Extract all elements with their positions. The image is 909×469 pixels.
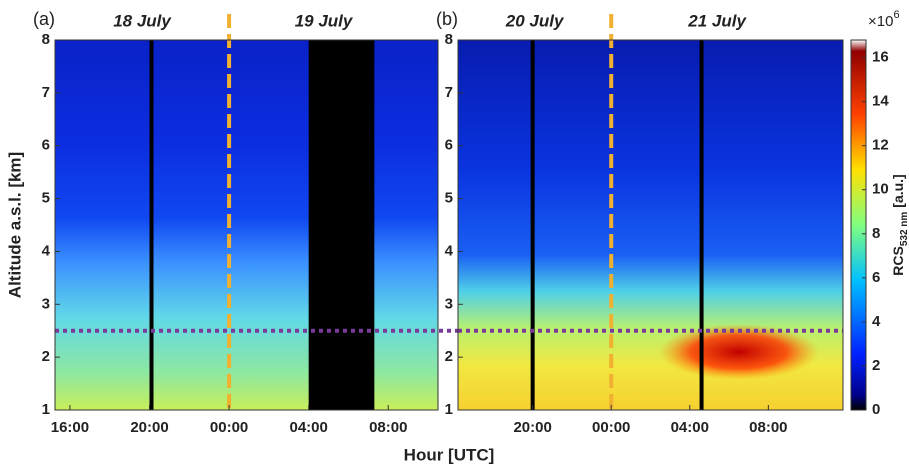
x-tick-label: 04:00 — [671, 419, 709, 436]
panel-label: (b) — [436, 9, 458, 29]
y-tick-label: 6 — [445, 137, 453, 154]
x-tick-label: 20:00 — [130, 419, 168, 436]
colorbar-tick-label: 8 — [872, 225, 880, 242]
colorbar-tick-label: 14 — [872, 93, 889, 110]
y-tick-label: 2 — [42, 348, 50, 365]
day-label: 18 July — [113, 11, 172, 30]
x-tick-label: 08:00 — [369, 419, 407, 436]
y-tick-label: 8 — [42, 31, 50, 48]
x-tick-label: 08:00 — [749, 419, 787, 436]
x-tick-label: 20:00 — [513, 419, 551, 436]
colorbar-tick-label: 2 — [872, 357, 880, 374]
label-sub: 532 nm — [899, 212, 909, 247]
multiplier-exponent: 6 — [893, 9, 899, 21]
y-tick-label: 7 — [42, 84, 50, 101]
plot-frame — [54, 39, 439, 411]
x-tick-label: 00:00 — [210, 419, 248, 436]
colorbar-tick-label: 6 — [872, 269, 880, 286]
day-label: 21 July — [687, 11, 747, 30]
y-tick-label: 3 — [445, 295, 453, 312]
heatmap-field — [55, 40, 438, 410]
colorbar-tick-label: 4 — [872, 313, 881, 330]
label-main: RCS — [890, 246, 906, 276]
y-tick-label: 7 — [445, 84, 453, 101]
panel-label: (a) — [33, 9, 55, 29]
blackout — [308, 40, 375, 410]
x-tick-label: 16:00 — [51, 419, 89, 436]
day-label: 20 July — [505, 11, 565, 30]
y-tick-label: 5 — [445, 190, 453, 207]
colorbar-label: RCS532 nm [a.u.] — [890, 174, 909, 275]
y-tick-label: 3 — [42, 295, 50, 312]
y-tick-label: 1 — [445, 401, 453, 418]
x-tick-label: 00:00 — [592, 419, 630, 436]
y-axis-label: Altitude a.s.l. [km] — [5, 152, 24, 298]
colorbar — [850, 39, 867, 411]
colorbar-multiplier: ×106 — [868, 9, 900, 30]
y-tick-label: 5 — [42, 190, 50, 207]
heatmap-field — [658, 323, 819, 380]
colorbar-tick-label: 16 — [872, 49, 889, 66]
y-tick-label: 6 — [42, 137, 50, 154]
colorbar-tick-label: 12 — [872, 137, 889, 154]
multiplier-base: ×10 — [868, 13, 893, 30]
y-tick-label: 1 — [42, 401, 50, 418]
y-tick-label: 8 — [445, 31, 453, 48]
y-tick-label: 4 — [42, 242, 51, 259]
colorbar-tick-label: 10 — [872, 181, 889, 198]
plot-frame — [457, 39, 844, 411]
day-label: 19 July — [295, 11, 354, 30]
y-tick-label: 2 — [445, 348, 453, 365]
y-tick-label: 4 — [445, 242, 454, 259]
x-tick-label: 04:00 — [289, 419, 327, 436]
label-unit: [a.u.] — [890, 174, 906, 207]
colorbar-tick-label: 0 — [872, 401, 880, 418]
x-axis-label: Hour [UTC] — [404, 445, 495, 464]
